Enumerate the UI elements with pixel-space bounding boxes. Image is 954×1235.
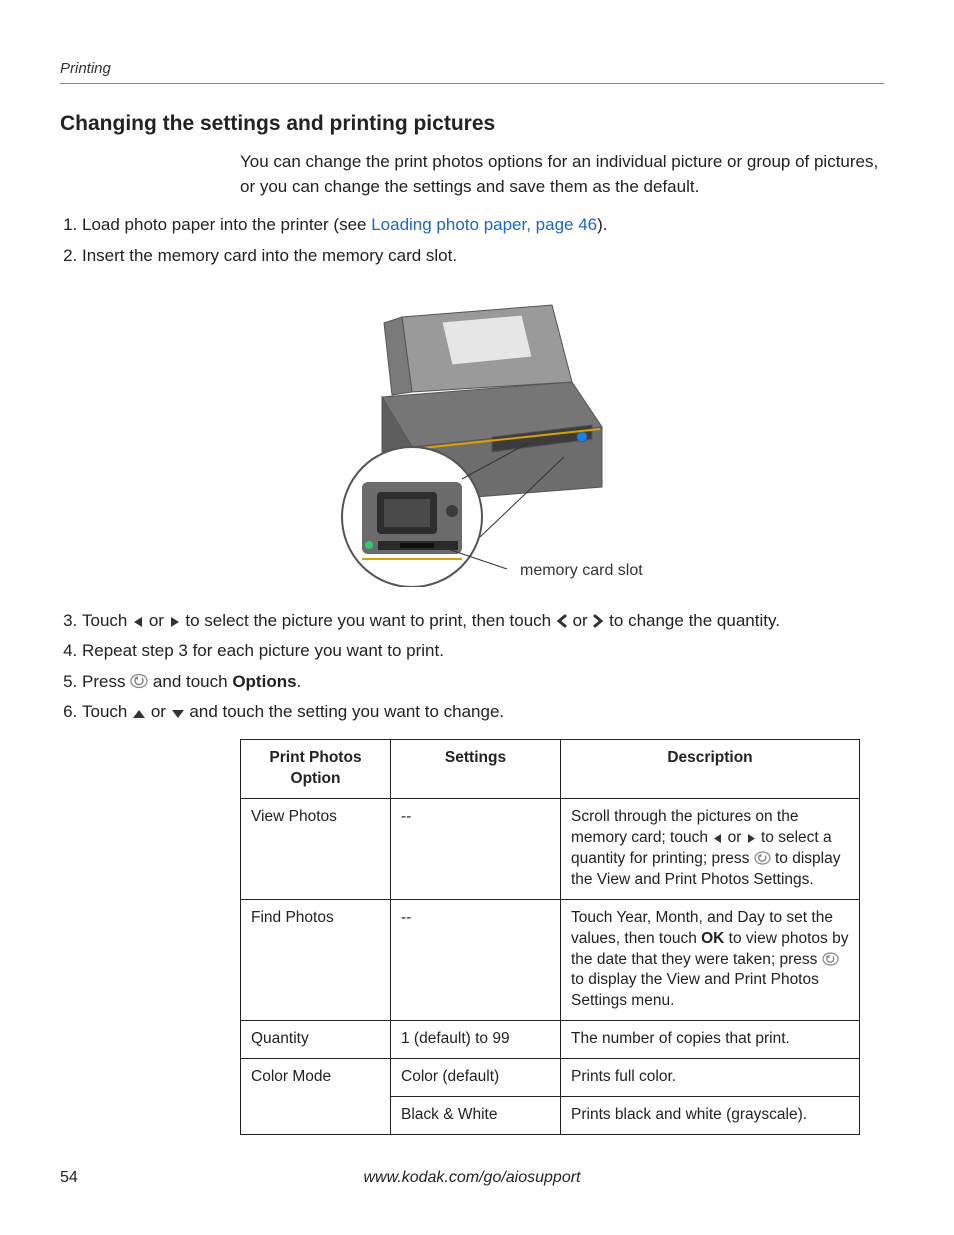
step-1: Load photo paper into the printer (see L… [82, 213, 884, 238]
cell-option: Quantity [241, 1021, 391, 1059]
back-button-icon [822, 952, 839, 966]
r2-desc-c: to display the View and Print Photos Set… [571, 971, 819, 1009]
step-3a: Touch [82, 611, 132, 630]
table-row: Color Mode Color (default) Prints full c… [241, 1059, 860, 1097]
intro-paragraph: You can change the print photos options … [240, 150, 884, 199]
loading-paper-link[interactable]: Loading photo paper, page 46 [371, 215, 597, 234]
table-row: View Photos -- Scroll through the pictur… [241, 798, 860, 899]
cell-settings: 1 (default) to 99 [391, 1021, 561, 1059]
col-settings: Settings [391, 740, 561, 799]
chevron-left-icon [556, 614, 568, 628]
support-url: www.kodak.com/go/aiosupport [364, 1169, 581, 1187]
cell-settings: Color (default) [391, 1059, 561, 1097]
table-row: Find Photos -- Touch Year, Month, and Da… [241, 899, 860, 1021]
col-option: Print Photos Option [241, 740, 391, 799]
step-3b: or [149, 611, 169, 630]
step-6a: Touch [82, 702, 132, 721]
cell-desc: Prints black and white (grayscale). [561, 1097, 860, 1135]
step-2: Insert the memory card into the memory c… [82, 244, 884, 269]
step-5d: . [297, 672, 302, 691]
section-heading: Changing the settings and printing pictu… [60, 112, 884, 136]
printer-figure: memory card slot [60, 287, 884, 587]
print-photos-options-table: Print Photos Option Settings Description… [240, 739, 860, 1135]
cell-desc: Scroll through the pictures on the memor… [561, 798, 860, 899]
step-6b: or [151, 702, 171, 721]
cell-option: Color Mode [241, 1059, 391, 1135]
step-4: Repeat step 3 for each picture you want … [82, 639, 884, 664]
arrow-up-solid-icon [132, 709, 146, 719]
cell-settings: Black & White [391, 1097, 561, 1135]
step-5: Press and touch Options. [82, 670, 884, 695]
cell-desc: Touch Year, Month, and Day to set the va… [561, 899, 860, 1021]
cell-desc: The number of copies that print. [561, 1021, 860, 1059]
memory-card-slot-callout: memory card slot [520, 559, 643, 582]
options-label: Options [232, 672, 296, 691]
running-header: Printing [60, 60, 884, 84]
page-root: Printing Changing the settings and print… [0, 0, 954, 1235]
back-button-icon [754, 851, 771, 865]
cell-option: Find Photos [241, 899, 391, 1021]
steps-list: Load photo paper into the printer (see L… [60, 213, 884, 268]
arrow-left-solid-icon [712, 833, 723, 844]
arrow-right-solid-icon [169, 616, 181, 628]
page-number: 54 [60, 1169, 78, 1187]
table-row: Quantity 1 (default) to 99 The number of… [241, 1021, 860, 1059]
step-1-post: ). [597, 215, 607, 234]
cell-settings: -- [391, 798, 561, 899]
back-button-icon [130, 673, 148, 689]
step-6c: and touch the setting you want to change… [189, 702, 504, 721]
arrow-right-solid-icon [746, 833, 757, 844]
step-3: Touch or to select the picture you want … [82, 609, 884, 634]
step-5a: Press [82, 672, 130, 691]
cell-desc: Prints full color. [561, 1059, 860, 1097]
step-3c: to select the picture you want to print,… [185, 611, 555, 630]
arrow-left-solid-icon [132, 616, 144, 628]
step-3d: or [573, 611, 593, 630]
step-5b: and touch [153, 672, 232, 691]
printer-svg [292, 287, 652, 587]
ok-label: OK [701, 930, 724, 947]
table-header-row: Print Photos Option Settings Description [241, 740, 860, 799]
steps-list-cont: Touch or to select the picture you want … [60, 609, 884, 726]
page-footer: 54 www.kodak.com/go/aiosupport [60, 1169, 884, 1187]
arrow-down-solid-icon [171, 709, 185, 719]
step-3e: to change the quantity. [609, 611, 780, 630]
cell-settings: -- [391, 899, 561, 1021]
col-description: Description [561, 740, 860, 799]
step-1-pre: Load photo paper into the printer (see [82, 215, 371, 234]
r1-desc-b: or [728, 829, 746, 846]
step-6: Touch or and touch the setting you want … [82, 700, 884, 725]
cell-option: View Photos [241, 798, 391, 899]
chevron-right-icon [592, 614, 604, 628]
